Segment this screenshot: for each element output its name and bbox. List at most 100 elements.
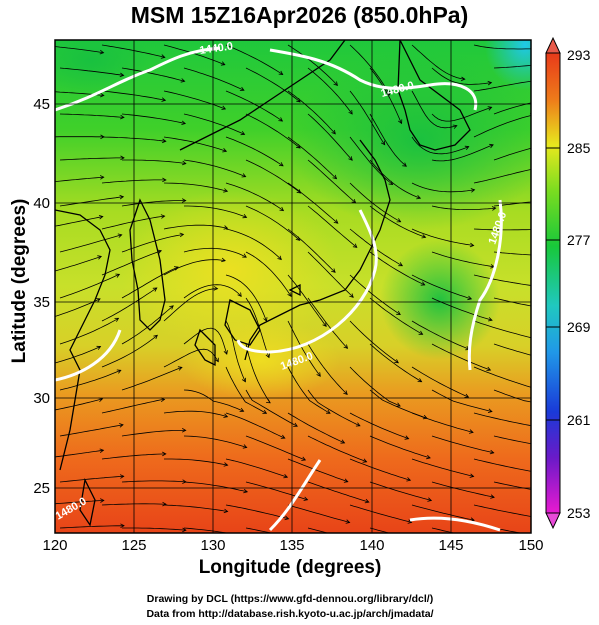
streamline-arrow (362, 458, 368, 463)
streamline-arrow (266, 399, 271, 404)
streamline (225, 228, 282, 260)
streamline-arrow (277, 255, 282, 261)
streamline (473, 504, 531, 517)
streamline-arrow (333, 219, 339, 224)
streamline-arrow (396, 310, 401, 316)
streamline-arrow (398, 119, 403, 125)
streamline (225, 90, 283, 122)
streamline (121, 234, 184, 253)
streamline-arrow (332, 174, 338, 180)
streamline (163, 288, 218, 322)
streamline (536, 228, 599, 229)
streamline (431, 251, 495, 268)
streamline-arrow (596, 513, 599, 517)
streamline-arrow (115, 273, 121, 278)
streamline-arrow (157, 249, 162, 254)
streamline-arrow (120, 114, 125, 120)
streamline (183, 527, 230, 533)
streamline-arrow (467, 295, 473, 301)
streamline (245, 389, 298, 427)
streamline-arrow (402, 162, 407, 167)
streamline-arrow (407, 519, 413, 524)
streamline-arrow (406, 477, 412, 482)
streamline (556, 436, 599, 445)
streamline-arrow (120, 155, 125, 161)
streamline-arrow (352, 243, 358, 248)
streamline (431, 435, 494, 454)
streamline (121, 480, 187, 483)
streamline (121, 67, 185, 82)
streamline (556, 65, 599, 68)
x-tick-label: 150 (518, 537, 543, 554)
streamline (59, 67, 124, 76)
streamline (369, 297, 423, 335)
streamline (225, 182, 284, 211)
streamline (473, 274, 531, 286)
streamline (536, 275, 599, 282)
streamline (55, 176, 104, 182)
streamline-arrow (242, 253, 247, 258)
streamline (287, 504, 350, 523)
colorbar-tick: 293 (567, 47, 591, 63)
streamline-arrow (177, 366, 183, 371)
streamline-arrow (162, 177, 167, 183)
streamline (101, 250, 162, 276)
streamline (369, 481, 432, 501)
streamline-arrow (96, 345, 102, 350)
streamline (493, 527, 523, 533)
streamline-arrow (469, 473, 475, 478)
streamline (225, 504, 289, 520)
x-tick-label: 130 (200, 537, 225, 554)
colorbar-max-arrow (545, 36, 561, 54)
y-tick-label: 35 (33, 294, 50, 311)
streamline-arrow (470, 188, 476, 193)
streamline-arrow (398, 262, 404, 267)
streamline-arrow (380, 140, 386, 146)
streamline (431, 205, 496, 210)
streamline (307, 113, 353, 161)
streamline-arrow (179, 232, 185, 238)
streamline-arrow (279, 206, 285, 212)
x-tick-label: 125 (121, 537, 146, 554)
streamline-arrow (596, 467, 599, 471)
streamline (369, 67, 402, 124)
streamline (473, 412, 531, 427)
streamline-arrow (348, 109, 353, 115)
streamline (307, 481, 369, 503)
colorbar-tick: 253 (567, 505, 591, 521)
streamline (121, 266, 179, 299)
streamline (369, 435, 431, 459)
streamline-arrow (301, 456, 307, 461)
streamline-arrow (343, 344, 349, 349)
streamline-arrow (345, 519, 351, 524)
streamline-arrow (420, 281, 426, 286)
streamline (101, 334, 158, 368)
streamline (287, 228, 336, 273)
x-tick-label: 135 (279, 537, 304, 554)
streamline-arrow (348, 156, 353, 161)
streamline-arrow (464, 393, 470, 398)
y-tick-label: 40 (33, 195, 50, 212)
streamline-arrow (180, 78, 186, 83)
streamline (556, 344, 599, 357)
streamline-arrow (460, 76, 466, 82)
streamline-arrow (220, 61, 226, 66)
streamline (245, 205, 300, 241)
streamline (163, 44, 225, 66)
streamline-arrow (223, 225, 229, 230)
streamline (307, 205, 358, 248)
streamline-arrow (242, 444, 248, 449)
streamline-arrow (213, 286, 219, 291)
streamline-arrow (491, 539, 495, 543)
streamline-arrow (489, 143, 494, 149)
streamline (184, 205, 247, 218)
streamline-arrow (223, 462, 229, 467)
streamline (536, 44, 599, 45)
streamline-arrow (596, 420, 599, 424)
streamline (556, 252, 599, 255)
credit-drawing: Drawing by DCL (https://www.gfd-dennou.o… (146, 593, 434, 605)
streamline (349, 366, 401, 407)
streamline-arrow (594, 380, 598, 384)
streamline-arrow (99, 448, 105, 454)
streamline (245, 527, 273, 533)
